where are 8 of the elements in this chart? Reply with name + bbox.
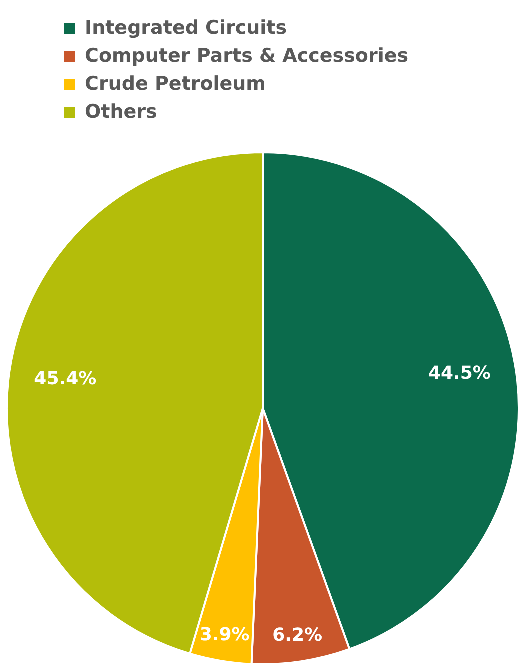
- legend-label: Computer Parts & Accessories: [85, 44, 409, 69]
- data-label: 45.4%: [34, 368, 97, 390]
- data-label: 6.2%: [272, 624, 323, 646]
- legend-label: Others: [85, 100, 158, 125]
- legend-label: Integrated Circuits: [85, 16, 288, 41]
- legend-label: Crude Petroleum: [85, 72, 266, 97]
- data-label: 44.5%: [428, 362, 491, 384]
- data-label: 3.9%: [200, 624, 250, 646]
